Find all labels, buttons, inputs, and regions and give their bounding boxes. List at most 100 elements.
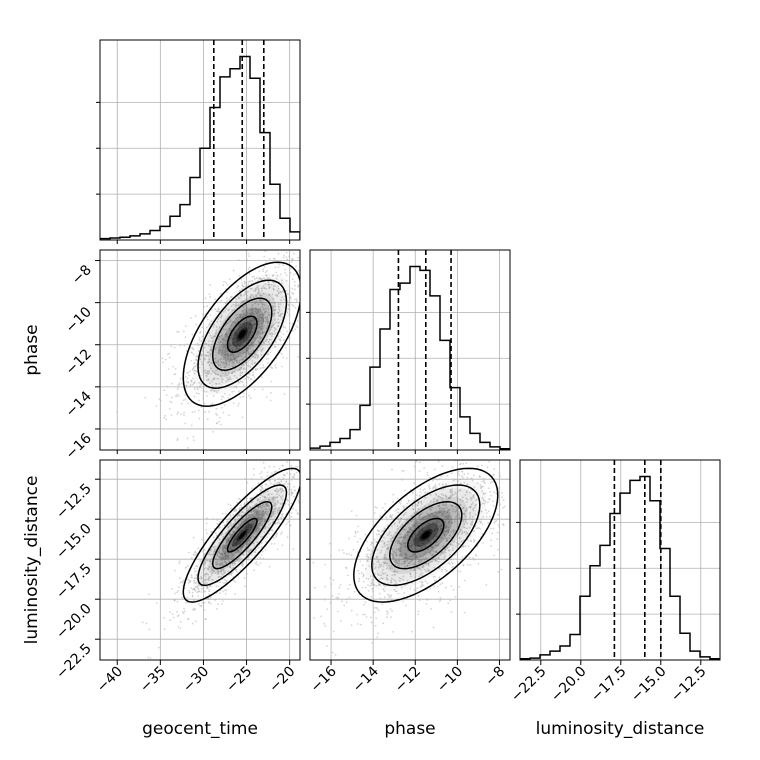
scatter-point bbox=[449, 599, 452, 602]
scatter-point bbox=[179, 627, 182, 630]
scatter-point bbox=[377, 530, 380, 533]
scatter-point bbox=[239, 316, 242, 319]
scatter-point bbox=[438, 576, 441, 579]
scatter-point bbox=[445, 586, 447, 589]
scatter-point bbox=[213, 372, 216, 374]
scatter-point bbox=[371, 587, 374, 590]
scatter-point bbox=[173, 346, 176, 349]
scatter-point bbox=[312, 561, 315, 564]
scatter-point bbox=[212, 553, 215, 556]
scatter-point bbox=[181, 581, 184, 583]
scatter-point bbox=[168, 408, 171, 410]
scatter-point bbox=[462, 564, 465, 566]
scatter-point bbox=[286, 311, 289, 314]
scatter-point bbox=[253, 551, 256, 553]
scatter-point bbox=[190, 351, 193, 354]
panel-frame-phase bbox=[309, 249, 511, 451]
scatter-point bbox=[191, 383, 194, 386]
scatter-point bbox=[248, 324, 251, 326]
scatter-point bbox=[224, 547, 227, 550]
scatter-point bbox=[264, 317, 267, 319]
scatter-point bbox=[170, 414, 173, 417]
scatter-point bbox=[249, 332, 252, 334]
scatter-point bbox=[243, 308, 246, 311]
scatter-point bbox=[251, 331, 254, 333]
scatter-point bbox=[226, 300, 229, 303]
scatter-point bbox=[219, 364, 222, 366]
scatter-point bbox=[155, 405, 158, 407]
scatter-point bbox=[292, 305, 295, 307]
scatter-point bbox=[266, 316, 269, 318]
scatter-point bbox=[426, 471, 429, 474]
scatter-point bbox=[247, 281, 250, 283]
scatter-point bbox=[256, 525, 259, 528]
scatter-point bbox=[186, 343, 189, 346]
scatter-point bbox=[281, 498, 284, 501]
scatter-point bbox=[464, 579, 466, 582]
scatter-point bbox=[231, 309, 234, 312]
scatter-point bbox=[245, 371, 248, 374]
scatter-point bbox=[524, 538, 526, 540]
scatter-point bbox=[227, 527, 229, 529]
scatter-point bbox=[446, 474, 449, 477]
scatter-point bbox=[212, 551, 215, 553]
scatter-point bbox=[456, 560, 459, 563]
axis-label-y-phase: phase bbox=[22, 324, 42, 375]
scatter-point bbox=[267, 362, 269, 364]
scatter-point bbox=[469, 556, 471, 559]
scatter-point bbox=[247, 550, 250, 552]
scatter-point bbox=[339, 620, 342, 622]
scatter-point bbox=[256, 287, 259, 289]
scatter-point bbox=[371, 590, 374, 593]
scatter-point bbox=[272, 281, 274, 284]
scatter-point bbox=[265, 540, 267, 543]
scatter-point bbox=[285, 347, 287, 349]
panel-frame-geocent_time-phase bbox=[99, 249, 301, 451]
scatter-point bbox=[399, 503, 402, 505]
scatter-point bbox=[420, 585, 422, 587]
scatter-point bbox=[328, 542, 331, 545]
scatter-point bbox=[262, 327, 264, 329]
scatter-point bbox=[185, 380, 188, 383]
scatter-point bbox=[259, 367, 262, 370]
scatter-point bbox=[221, 561, 224, 564]
scatter-point bbox=[268, 287, 271, 290]
scatter-point bbox=[215, 329, 218, 332]
histogram-clip-geocent_time bbox=[100, 55, 300, 240]
scatter-point bbox=[199, 385, 202, 388]
scatter-point bbox=[255, 515, 257, 518]
scatter-point bbox=[236, 558, 239, 561]
scatter-point bbox=[232, 402, 235, 404]
scatter-point bbox=[285, 274, 288, 277]
scatter-point bbox=[246, 338, 249, 340]
scatter-point bbox=[482, 542, 484, 544]
scatter-point bbox=[232, 370, 234, 373]
scatter-point bbox=[236, 549, 239, 551]
scatter-point bbox=[261, 487, 264, 490]
scatter-point bbox=[171, 382, 173, 385]
scatter-point bbox=[513, 496, 515, 498]
scatter-point bbox=[262, 270, 264, 273]
scatter-point bbox=[304, 452, 306, 454]
scatter-point bbox=[249, 526, 252, 529]
scatter-point bbox=[257, 318, 260, 321]
scatter-point bbox=[239, 396, 242, 399]
scatter-point bbox=[403, 470, 405, 472]
scatter-point bbox=[237, 295, 240, 298]
scatter-point bbox=[297, 256, 299, 259]
scatter-point bbox=[247, 523, 249, 526]
scatter-point bbox=[237, 553, 240, 556]
scatter-point bbox=[292, 292, 295, 295]
scatter-point bbox=[209, 295, 212, 298]
scatter-point bbox=[248, 507, 251, 509]
scatter-point bbox=[454, 596, 457, 598]
scatter-point bbox=[247, 516, 250, 519]
scatter-point bbox=[227, 322, 230, 324]
scatter-point bbox=[222, 284, 225, 287]
scatter-point bbox=[202, 581, 205, 583]
scatter-point bbox=[294, 489, 296, 492]
scatter-point bbox=[234, 593, 237, 595]
scatter-point bbox=[470, 477, 472, 480]
scatter-point bbox=[274, 345, 277, 348]
scatter-point bbox=[233, 390, 235, 393]
